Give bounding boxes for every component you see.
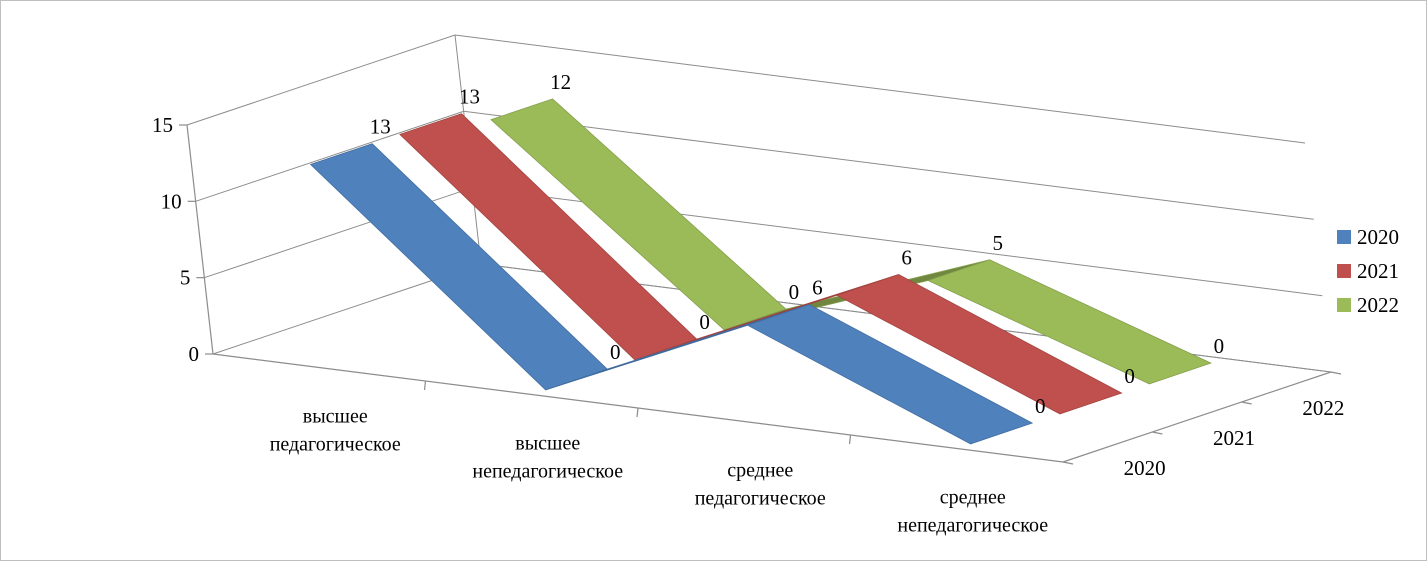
x-tick-mark bbox=[423, 380, 427, 391]
legend-label: 2020 bbox=[1357, 225, 1399, 249]
data-label: 0 bbox=[789, 280, 800, 304]
legend: 2020 2021 2022 bbox=[1337, 225, 1399, 317]
category-label: среднее непедагогическое bbox=[897, 487, 1048, 537]
category-label: высшее педагогическое bbox=[270, 406, 401, 456]
y-tick-label: 5 bbox=[180, 266, 191, 290]
data-label: 5 bbox=[992, 231, 1003, 255]
category-label: среднее педагогическое bbox=[695, 460, 826, 510]
data-label: 13 bbox=[370, 115, 391, 139]
chart-walls bbox=[179, 34, 1342, 465]
ribbon-segment bbox=[835, 274, 1123, 415]
data-label: 13 bbox=[459, 85, 480, 109]
data-label: 12 bbox=[550, 70, 571, 94]
chart-labels: 0 5 10 15 высшее педагогическое высшее непедаго… bbox=[152, 70, 1344, 537]
x-tick-mark bbox=[848, 434, 852, 445]
legend-swatch bbox=[1337, 298, 1351, 312]
ribbon-segment bbox=[545, 304, 810, 391]
legend-swatch bbox=[1337, 264, 1351, 278]
legend-swatch bbox=[1337, 230, 1351, 244]
legend-label: 2021 bbox=[1357, 259, 1399, 283]
data-label: 0 bbox=[1124, 364, 1135, 388]
depth-tick-mark bbox=[1330, 371, 1342, 375]
depth-label: 2021 bbox=[1213, 426, 1255, 450]
depth-tick-mark bbox=[1152, 431, 1163, 435]
series-2020 bbox=[309, 143, 1034, 445]
series-2021 bbox=[399, 113, 1123, 415]
x-tick-mark bbox=[636, 407, 639, 418]
category-label: высшее непедагогическое bbox=[472, 433, 623, 483]
data-label: 6 bbox=[901, 246, 912, 270]
depth-axis-line bbox=[1062, 371, 1332, 463]
data-label: 0 bbox=[699, 310, 710, 334]
data-label: 0 bbox=[1214, 334, 1225, 358]
chart-ribbons bbox=[309, 98, 1212, 445]
legend-label: 2022 bbox=[1357, 293, 1399, 317]
y-tick-label: 10 bbox=[161, 189, 182, 213]
depth-label: 2020 bbox=[1124, 456, 1166, 480]
depth-tick-mark bbox=[1241, 401, 1252, 405]
y-tick-label: 0 bbox=[189, 342, 200, 366]
gridline bbox=[186, 34, 1306, 144]
data-label: 0 bbox=[1035, 394, 1046, 418]
data-label: 0 bbox=[610, 340, 621, 364]
depth-label: 2022 bbox=[1302, 396, 1344, 420]
depth-tick-mark bbox=[1062, 461, 1074, 465]
y-tick-label: 15 bbox=[152, 113, 173, 137]
data-label: 6 bbox=[812, 276, 823, 300]
ribbon-segment bbox=[746, 304, 1034, 445]
ribbon-segment bbox=[927, 259, 1212, 385]
y-axis-line bbox=[186, 124, 214, 355]
